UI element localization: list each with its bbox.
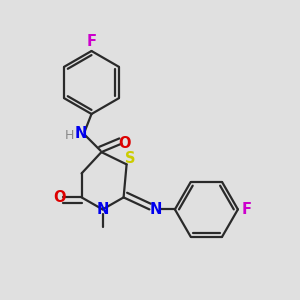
Text: F: F [242,202,252,217]
Text: F: F [86,34,97,49]
Text: H: H [65,129,74,142]
Text: O: O [53,190,65,205]
Text: S: S [125,151,136,166]
Text: O: O [118,136,131,151]
Text: N: N [96,202,109,217]
Text: N: N [75,126,87,141]
Text: N: N [149,202,162,217]
